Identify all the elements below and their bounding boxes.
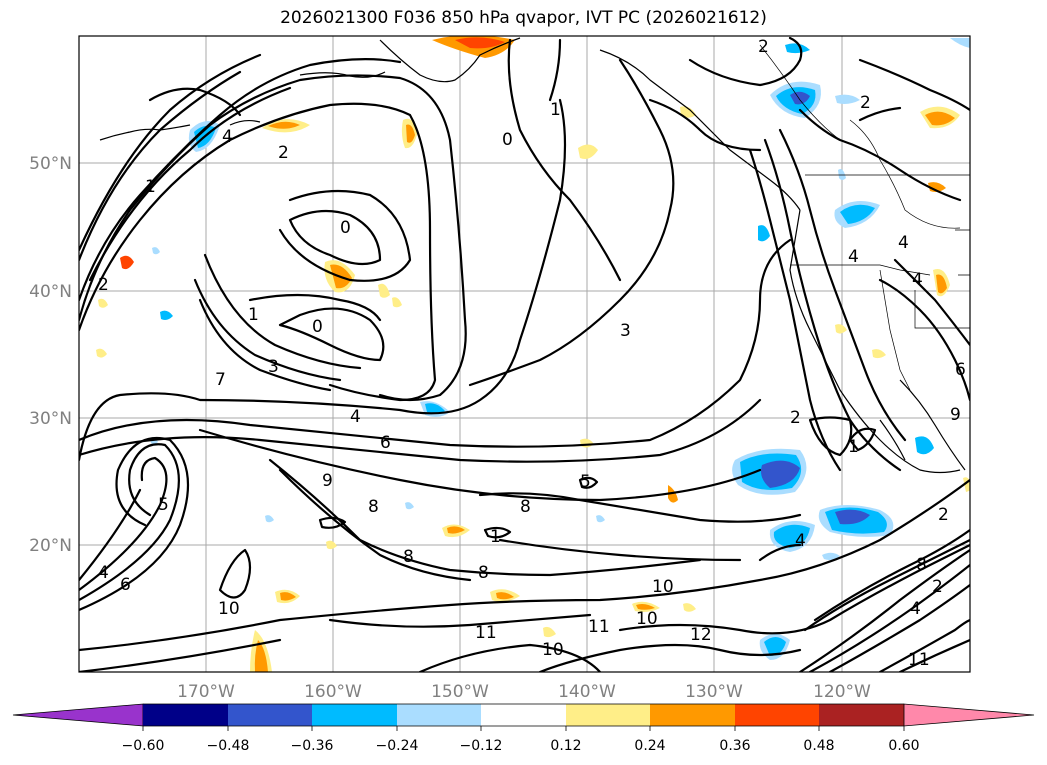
contour-label: 11 xyxy=(588,617,610,637)
map-title: 2026021300 F036 850 hPa qvapor, IVT PC (… xyxy=(280,8,767,28)
political-borders xyxy=(759,44,970,391)
contour-label: 1 xyxy=(550,100,561,120)
contour-label: 2 xyxy=(758,37,769,57)
contour-labels: 1 2 4 0 0 3 7 4 6 9 8 8 8 8 1 5 5 10 10 … xyxy=(98,37,966,670)
contour-label: 10 xyxy=(542,640,564,660)
negative-anomaly-shading xyxy=(150,38,970,660)
contour-label: 4 xyxy=(910,599,921,619)
contour-label: 2 xyxy=(938,505,949,525)
contour-label: 6 xyxy=(380,433,391,453)
contour-label: 1 xyxy=(145,177,156,197)
contour-label: 2 xyxy=(860,93,871,113)
contour-label: 2 xyxy=(932,577,943,597)
contour-label: 8 xyxy=(403,547,414,567)
contour-label: 3 xyxy=(620,321,631,341)
lon-label: 150°W xyxy=(431,682,489,702)
lat-label: 30°N xyxy=(29,409,72,429)
contour-label: 12 xyxy=(690,625,712,645)
contour-label: 11 xyxy=(908,650,930,670)
contour-label: 10 xyxy=(636,609,658,629)
lon-label: 130°W xyxy=(685,682,743,702)
contour-label: 0 xyxy=(340,218,351,238)
contour-label: 4 xyxy=(98,563,109,583)
contour-label: 9 xyxy=(950,405,961,425)
contour-label: 4 xyxy=(898,233,909,253)
colorbar-segment xyxy=(397,704,481,726)
colorbar: −0.60 −0.48 −0.36 −0.24 −0.12 0.12 0.24 … xyxy=(12,703,1035,754)
contour-label: 5 xyxy=(158,495,169,515)
contour-label: 6 xyxy=(120,575,131,595)
colorbar-tick-label: 0.60 xyxy=(888,738,919,754)
contour-label: 4 xyxy=(222,127,233,147)
contour-label: 4 xyxy=(795,531,806,551)
contour-label: 0 xyxy=(502,130,513,150)
longitude-labels: 170°W 160°W 150°W 140°W 130°W 120°W xyxy=(177,682,871,702)
coastlines xyxy=(99,37,966,474)
contour-label: 1 xyxy=(848,437,859,457)
contour-label: 2 xyxy=(98,275,109,295)
colorbar-segment xyxy=(312,704,397,726)
lon-label: 160°W xyxy=(304,682,362,702)
contour-label: 8 xyxy=(368,497,379,517)
colorbar-segment xyxy=(819,704,904,726)
contour-label: 8 xyxy=(520,497,531,517)
colorbar-tick-label: 0.48 xyxy=(803,738,834,754)
lat-label: 40°N xyxy=(29,282,72,302)
colorbar-extend-low xyxy=(12,703,144,727)
lon-label: 140°W xyxy=(558,682,616,702)
contour-label: 4 xyxy=(350,407,361,427)
colorbar-segment xyxy=(228,704,312,726)
contour-label: 5 xyxy=(580,472,591,492)
colorbar-segment xyxy=(566,704,650,726)
contour-label: 10 xyxy=(652,577,674,597)
contour-label: 2 xyxy=(278,143,289,163)
colorbar-tick-label: −0.24 xyxy=(376,738,419,754)
lat-label: 50°N xyxy=(29,154,72,174)
colorbar-segment xyxy=(650,704,735,726)
contour-label: 7 xyxy=(215,370,226,390)
ivt-contours xyxy=(79,36,970,672)
contour-label: 9 xyxy=(322,471,333,491)
colorbar-tick-label: −0.36 xyxy=(291,738,334,754)
contour-label: 8 xyxy=(916,555,927,575)
colorbar-tick-label: −0.48 xyxy=(207,738,250,754)
colorbar-segment xyxy=(735,704,819,726)
latitude-labels: 50°N 40°N 30°N 20°N xyxy=(29,154,72,556)
contour-label: 8 xyxy=(478,563,489,583)
contour-label: 2 xyxy=(790,408,801,428)
colorbar-tick-label: −0.60 xyxy=(122,738,165,754)
contour-label: 3 xyxy=(268,357,279,377)
colorbar-tick-label: 0.36 xyxy=(719,738,750,754)
contour-label: 1 xyxy=(490,527,501,547)
colorbar-segment xyxy=(481,704,566,726)
colorbar-segment xyxy=(143,704,228,726)
contour-label: 11 xyxy=(475,623,497,643)
contour-label: 4 xyxy=(912,270,923,290)
colorbar-tick-label: 0.24 xyxy=(634,738,665,754)
contour-label: 1 xyxy=(248,305,259,325)
contour-label: 6 xyxy=(955,360,966,380)
contour-label: 10 xyxy=(218,599,240,619)
contour-label: 0 xyxy=(312,317,323,337)
map-frame xyxy=(78,35,971,673)
lon-label: 170°W xyxy=(177,682,235,702)
colorbar-tick-label: −0.12 xyxy=(460,738,503,754)
colorbar-extend-high xyxy=(903,703,1035,727)
colorbar-tick-label: 0.12 xyxy=(550,738,581,754)
contour-label: 4 xyxy=(848,247,859,267)
lon-label: 120°W xyxy=(813,682,871,702)
lat-label: 20°N xyxy=(29,536,72,556)
